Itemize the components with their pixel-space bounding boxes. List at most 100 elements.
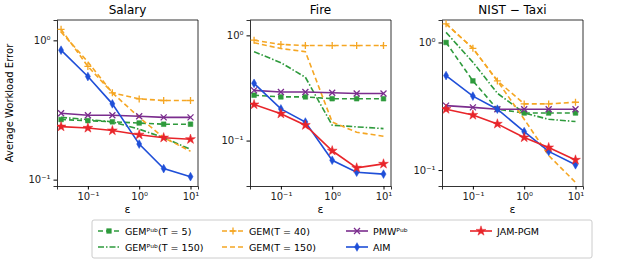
series-marker xyxy=(521,106,527,112)
series-marker xyxy=(354,91,360,97)
x-tick-mark xyxy=(191,186,192,190)
series-marker xyxy=(444,40,449,45)
series-marker xyxy=(572,99,579,106)
series-marker xyxy=(471,79,476,84)
x-tick: 10⁰ xyxy=(324,186,341,202)
y-tick: 10⁰ xyxy=(419,37,442,48)
series-marker xyxy=(250,99,259,108)
x-tick-mark xyxy=(384,186,385,190)
series-marker xyxy=(85,112,91,118)
y-axis-line xyxy=(247,21,251,187)
series-line xyxy=(446,32,575,121)
panel: 10⁻¹10⁰10¹10⁻¹10⁰Fireε xyxy=(221,3,392,216)
x-tick: 10⁰ xyxy=(516,186,533,202)
legend: GEMᴾᵘᵇ(T = 5)GEMᴾᵘᵇ(T = 150)GEM(T = 40)G… xyxy=(92,220,592,258)
title: Fire xyxy=(310,3,331,17)
legend-marker xyxy=(354,243,359,252)
panel: 10⁻¹10⁰10¹10⁻¹10⁰NIST − Taxiε xyxy=(413,3,584,216)
legend-entry: JAM-PGM xyxy=(470,226,539,237)
y-tick-mark xyxy=(54,40,58,41)
legend-entry: PMWᴾᵘᵇ xyxy=(346,226,408,237)
x-axis: 10⁻¹ 10⁰ 10¹ xyxy=(443,186,585,202)
series-line xyxy=(446,24,575,104)
y-tick-mark xyxy=(54,180,58,181)
title: Salary xyxy=(109,3,147,17)
y-tick: 10⁻¹ xyxy=(221,135,250,146)
series-marker xyxy=(107,125,117,134)
series-line xyxy=(446,24,575,183)
legend-marker xyxy=(476,226,486,235)
x-tick-label: 10⁰ xyxy=(324,191,341,202)
series-marker xyxy=(352,163,362,172)
series-line xyxy=(446,76,575,165)
series-line xyxy=(61,50,190,176)
series-marker xyxy=(444,71,449,80)
series-marker xyxy=(188,172,193,181)
series-marker xyxy=(380,42,387,49)
series-marker xyxy=(134,130,144,139)
x-axis: 10⁻¹10⁰10¹ xyxy=(58,186,200,202)
y-axis: 10⁻¹ 10⁰ xyxy=(221,21,250,187)
x-tick-label: 10¹ xyxy=(568,191,585,202)
series-marker xyxy=(329,42,336,49)
x-tick-mark xyxy=(139,186,140,190)
series-marker xyxy=(58,26,65,33)
series-line xyxy=(254,95,383,99)
legend-entry: GEM(T = 150) xyxy=(222,242,316,253)
y-tick-label: 10⁻¹ xyxy=(28,174,50,185)
x-axis-line xyxy=(58,187,199,190)
x-tick-label: 10⁻¹ xyxy=(462,191,484,202)
series-line xyxy=(254,105,383,168)
series-marker xyxy=(278,89,284,95)
figure: 10⁻¹10⁰10¹10⁻¹10⁰SalaryεAverage Workload… xyxy=(0,0,640,262)
series-marker xyxy=(109,112,115,118)
series-marker xyxy=(381,96,386,101)
series-marker xyxy=(544,142,554,151)
series-marker xyxy=(188,122,193,127)
series-marker xyxy=(83,123,93,132)
x-tick-mark xyxy=(332,186,333,190)
series-marker xyxy=(470,92,475,101)
series-marker xyxy=(354,96,359,101)
series-marker xyxy=(573,106,579,112)
series-marker xyxy=(303,95,308,100)
plot-area xyxy=(57,26,195,181)
series-line xyxy=(61,113,190,117)
x-tick-label: 10⁻¹ xyxy=(270,191,292,202)
y-tick-label: 10⁰ xyxy=(34,35,51,46)
series-marker xyxy=(302,89,308,95)
legend-label: PMWᴾᵘᵇ xyxy=(373,226,408,237)
x-tick: 10¹ xyxy=(568,186,585,202)
legend-label: JAM-PGM xyxy=(496,226,539,237)
series-line xyxy=(254,90,383,93)
y-tick-label: 10⁻¹ xyxy=(221,135,243,146)
series-marker xyxy=(58,110,64,116)
series-marker xyxy=(186,134,196,143)
x-axis-line xyxy=(443,187,584,190)
y-axis-title: Average Workload Error xyxy=(4,43,15,162)
legend-line xyxy=(98,246,120,248)
series-marker xyxy=(495,105,500,114)
legend-label: GEM(T = 150) xyxy=(249,242,316,253)
series-marker xyxy=(330,96,335,101)
x-axis: 10⁻¹10⁰10¹ xyxy=(251,186,393,202)
series-marker xyxy=(161,164,166,173)
x-tick: 10⁰ xyxy=(131,186,148,202)
series-marker xyxy=(276,109,286,118)
series-marker xyxy=(160,97,167,104)
series-marker xyxy=(59,46,64,55)
series-marker xyxy=(519,132,529,141)
legend-entry: GEMᴾᵘᵇ(T = 150) xyxy=(98,242,203,253)
y-tick-label: 10⁰ xyxy=(227,30,244,41)
series-marker xyxy=(136,113,142,119)
series-line xyxy=(254,40,383,45)
series-line xyxy=(61,29,190,100)
x-tick-mark xyxy=(88,186,89,190)
x-tick: 10⁻¹ xyxy=(77,186,99,202)
frame xyxy=(442,20,583,186)
series-marker xyxy=(302,42,309,49)
frame xyxy=(57,20,198,186)
y-tick: 10⁰ xyxy=(34,35,57,46)
legend-marker xyxy=(230,228,237,235)
legend-marker xyxy=(107,229,112,234)
